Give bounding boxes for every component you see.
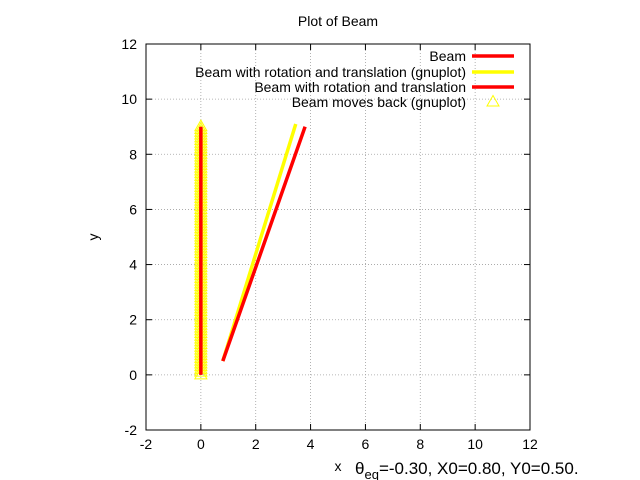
y-tick-label: 6 bbox=[129, 201, 137, 217]
plot-border bbox=[145, 43, 531, 431]
parameter-annotation: θeq=-0.30, X0=0.80, Y0=0.50. bbox=[355, 459, 579, 480]
x-tick-label: 2 bbox=[252, 436, 260, 452]
legend-label: Beam with rotation and translation (gnup… bbox=[195, 64, 466, 80]
y-tick-label: 0 bbox=[129, 367, 137, 383]
legend-swatch-marker bbox=[486, 94, 500, 107]
series-line-2 bbox=[221, 126, 307, 362]
x-tick-label: 4 bbox=[307, 436, 315, 452]
plot-area bbox=[193, 119, 307, 380]
y-tick-label: 4 bbox=[129, 257, 137, 273]
legend-label: Beam bbox=[429, 48, 466, 64]
annotation-subscript: eq bbox=[364, 467, 378, 480]
legend-label: Beam with rotation and translation bbox=[254, 79, 466, 95]
x-tick-label: 12 bbox=[522, 436, 538, 452]
y-tick-label: 10 bbox=[121, 91, 137, 107]
annotation-values: =-0.30, X0=0.80, Y0=0.50. bbox=[379, 459, 579, 478]
legend-label: Beam moves back (gnuplot) bbox=[292, 94, 466, 110]
x-tick-label: 8 bbox=[416, 436, 424, 452]
x-tick-label: 10 bbox=[467, 436, 483, 452]
x-tick-label: 6 bbox=[362, 436, 370, 452]
y-tick-label: 2 bbox=[129, 312, 137, 328]
x-axis-label: x bbox=[335, 458, 342, 474]
x-tick-label: -2 bbox=[140, 436, 153, 452]
axis-ticks: -2 0 2 4 6 8 10 12 -2 0 2 4 6 8 10 12 bbox=[121, 36, 538, 452]
y-tick-label: -2 bbox=[125, 422, 138, 438]
annotation-theta: θ bbox=[355, 459, 364, 478]
x-tick-label: 0 bbox=[197, 436, 205, 452]
y-tick-label: 8 bbox=[129, 146, 137, 162]
y-tick-label: 12 bbox=[121, 36, 137, 52]
grid bbox=[146, 44, 530, 430]
y-axis-label: y bbox=[85, 234, 101, 241]
chart-title: Plot of Beam bbox=[298, 13, 378, 29]
